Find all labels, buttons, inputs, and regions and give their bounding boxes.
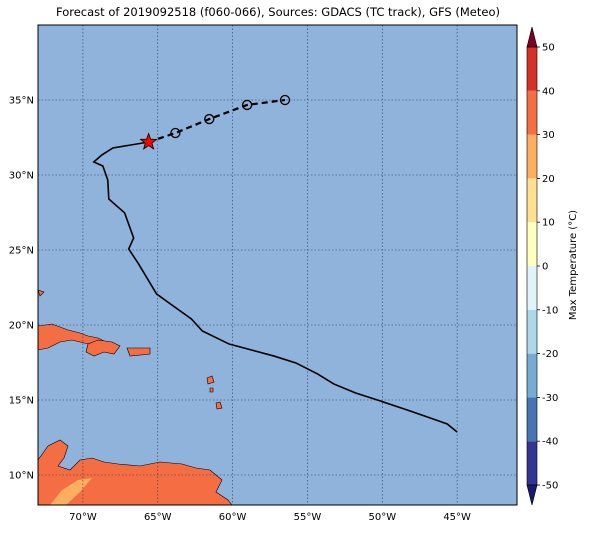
y-tick-label: 30°N <box>9 171 34 182</box>
colorbar-tick-label: 30 <box>542 130 555 141</box>
island <box>209 387 214 393</box>
map-title: Forecast of 2019092518 (f060-066), Sourc… <box>56 5 500 19</box>
colorbar-segment <box>527 178 537 223</box>
colorbar-segment <box>527 222 537 266</box>
island <box>85 339 121 357</box>
colorbar-segment <box>527 90 537 135</box>
colorbar-extension <box>526 26 538 48</box>
colorbar-tick-label: -10 <box>542 305 558 316</box>
y-tick-label: 15°N <box>9 396 34 407</box>
island <box>206 375 215 385</box>
colorbar-tick-label: 10 <box>542 218 555 229</box>
colorbar-tick-label: -50 <box>542 481 558 492</box>
y-tick-label: 25°N <box>9 246 34 257</box>
colorbar-segment <box>527 397 537 442</box>
ocean <box>38 25 517 505</box>
land <box>38 289 233 505</box>
colorbar-segment <box>527 441 537 485</box>
colorbar-segment <box>527 353 537 398</box>
current-position <box>139 132 158 150</box>
colorbar-tick-label: -30 <box>542 393 558 404</box>
track-line <box>92 141 458 433</box>
x-tick-label: 50°W <box>368 512 396 523</box>
land-patch <box>50 478 92 505</box>
x-tick-label: 70°W <box>69 512 97 523</box>
colorbar-segment <box>527 266 537 310</box>
colorbar-tick-label: 40 <box>542 86 555 97</box>
colorbar-tick-label: 0 <box>542 262 548 273</box>
x-tick-label: 60°W <box>219 512 247 523</box>
y-tick-label: 10°N <box>9 471 34 482</box>
colorbar-segment <box>527 134 537 179</box>
x-tick-label: 65°W <box>144 512 172 523</box>
colorbar-tick-label: 20 <box>542 174 555 185</box>
y-tick-label: 20°N <box>9 321 34 332</box>
forecast-point <box>170 127 181 139</box>
colorbar-segment <box>527 309 537 354</box>
colorbar-label: Max Temperature (°C) <box>568 210 579 320</box>
colorbar-tick-label: 50 <box>542 43 555 54</box>
colorbar-tick-label: -40 <box>542 437 558 448</box>
forecast-line <box>148 98 286 144</box>
island <box>215 401 223 410</box>
x-tick-label: 55°W <box>294 512 322 523</box>
colorbar-tick-label: -20 <box>542 349 558 360</box>
forecast-point <box>204 113 215 125</box>
island <box>38 289 45 297</box>
forecast-point <box>279 94 291 106</box>
continent <box>38 439 233 505</box>
map-frame <box>37 24 518 506</box>
island <box>126 347 151 357</box>
forecast-point <box>241 99 253 111</box>
colorbar-extension <box>526 484 538 506</box>
y-tick-label: 35°N <box>9 96 34 107</box>
x-tick-label: 45°W <box>443 512 471 523</box>
colorbar-segment <box>527 47 537 91</box>
